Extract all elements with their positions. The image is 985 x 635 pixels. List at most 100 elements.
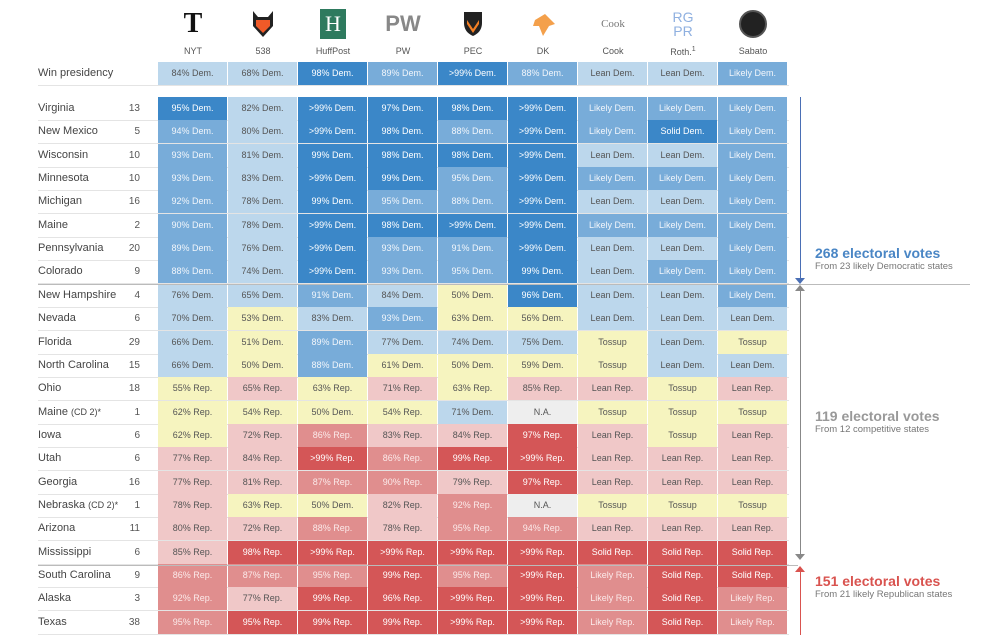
forecast-cell: 96% Rep. xyxy=(368,587,437,610)
forecast-cell: 63% Rep. xyxy=(298,377,367,400)
forecast-cell: 63% Rep. xyxy=(438,377,507,400)
forecast-cell: >99% Rep. xyxy=(508,611,577,634)
state-row: Maine 2 90% Dem. 78% Dem. >99% Dem. 98% Dem. >… xyxy=(38,214,789,238)
state-name-text: North Carolina xyxy=(38,359,109,371)
forecast-cell: Tossup xyxy=(718,494,787,517)
column-header-538[interactable]: 538 xyxy=(228,8,298,56)
forecast-cell: Likely Dem. xyxy=(648,214,717,237)
forecast-cell: 99% Dem. xyxy=(368,167,437,190)
state-row: Mississippi 6 85% Rep. 98% Rep. >99% Rep. >99… xyxy=(38,541,789,565)
column-header-sabato[interactable]: Sabato xyxy=(718,8,788,56)
forecast-cell: 89% Dem. xyxy=(158,237,227,260)
forecast-cell: >99% Dem. xyxy=(508,97,577,120)
forecast-cell: 83% Rep. xyxy=(368,424,437,447)
forecast-cell: 88% Dem. xyxy=(508,62,577,85)
forecast-cell: Solid Rep. xyxy=(648,541,717,564)
column-label: NYT xyxy=(158,46,228,56)
state-row: Wisconsin 10 93% Dem. 81% Dem. 99% Dem. 98% D… xyxy=(38,144,789,168)
forecast-cell: Solid Dem. xyxy=(648,120,717,143)
forecast-cell: 51% Dem. xyxy=(228,331,297,354)
rep-range-arrow xyxy=(800,571,801,635)
column-label: DK xyxy=(508,46,578,56)
column-label: Cook xyxy=(578,46,648,56)
forecast-cell: 70% Dem. xyxy=(158,307,227,330)
forecast-cell: 84% Rep. xyxy=(438,424,507,447)
forecast-cell: >99% Dem. xyxy=(298,237,367,260)
forecast-cell: Likely Dem. xyxy=(718,167,787,190)
forecast-cell: 87% Rep. xyxy=(298,471,367,494)
column-label-text: HuffPost xyxy=(315,46,351,56)
state-name-text: Iowa xyxy=(38,429,62,441)
state-name-text: Georgia xyxy=(38,476,78,488)
annotation-subtitle: From 21 likely Republican states xyxy=(815,589,953,600)
forecast-cell: Solid Rep. xyxy=(648,587,717,610)
forecast-cell: Lean Rep. xyxy=(718,424,787,447)
dk-logo xyxy=(508,8,578,40)
column-label-text: DK xyxy=(536,46,550,56)
forecast-cell: 50% Dem. xyxy=(298,401,367,424)
state-name-text: Ohio xyxy=(38,382,62,394)
column-header-roth[interactable]: RG PR Roth.1 xyxy=(648,8,718,57)
state-row: Nebraska (CD 2)* 1 78% Rep. 63% Rep. 50% Dem… xyxy=(38,494,789,518)
huffpost-logo: H xyxy=(298,8,368,40)
forecast-cell: Solid Rep. xyxy=(648,564,717,587)
column-label-text: PEC xyxy=(463,46,483,56)
forecast-cell: Solid Rep. xyxy=(718,564,787,587)
arrowhead-icon xyxy=(795,554,805,560)
forecast-cell: 98% Dem. xyxy=(368,144,437,167)
forecast-cell: 50% Dem. xyxy=(438,354,507,377)
column-label: Roth.1 xyxy=(648,46,718,57)
column-header-nyt[interactable]: T NYT xyxy=(158,8,228,56)
column-header-cook[interactable]: Cook Cook xyxy=(578,8,648,56)
state-name: Maine xyxy=(38,214,68,237)
forecast-cell: 78% Rep. xyxy=(368,517,437,540)
forecast-cell: 71% Dem. xyxy=(438,401,507,424)
electoral-votes: 4 xyxy=(134,290,140,301)
forecast-cell: 88% Dem. xyxy=(298,354,367,377)
group-divider xyxy=(38,284,970,285)
state-name-text: Alaska xyxy=(38,592,72,604)
forecast-cell: 86% Rep. xyxy=(368,447,437,470)
forecast-cell: 81% Dem. xyxy=(228,144,297,167)
forecast-cell: 77% Dem. xyxy=(368,331,437,354)
forecast-cell: 74% Dem. xyxy=(228,260,297,283)
forecast-cell: 93% Dem. xyxy=(368,260,437,283)
forecast-cell: >99% Dem. xyxy=(298,167,367,190)
forecast-cell: 79% Rep. xyxy=(438,471,507,494)
forecast-cell: 99% Rep. xyxy=(368,564,437,587)
column-header-dk[interactable]: DK xyxy=(508,8,578,56)
forecast-cell: 81% Rep. xyxy=(228,471,297,494)
forecast-cell: Tossup xyxy=(578,354,647,377)
state-name-text: Colorado xyxy=(38,265,83,277)
column-label-text: Sabato xyxy=(738,46,768,56)
footnote-marker: 1 xyxy=(691,46,696,53)
state-row: Utah 6 77% Rep. 84% Rep. >99% Rep. 86% Rep. 99… xyxy=(38,447,789,471)
forecast-cell: 95% Dem. xyxy=(158,97,227,120)
column-header-huffpost[interactable]: H HuffPost xyxy=(298,8,368,56)
forecast-cell: Lean Rep. xyxy=(578,471,647,494)
state-row: North Carolina 15 66% Dem. 50% Dem. 88% Dem.… xyxy=(38,354,789,378)
state-name-text: Nebraska xyxy=(38,499,86,511)
forecast-cell: 56% Dem. xyxy=(508,307,577,330)
state-name: Maine (CD 2)* xyxy=(38,401,101,424)
forecast-cell: Likely Rep. xyxy=(718,611,787,634)
forecast-cell: Lean Rep. xyxy=(578,517,647,540)
state-name: Nebraska (CD 2)* xyxy=(38,494,118,517)
state-row: Ohio 18 55% Rep. 65% Rep. 63% Rep. 71% Rep. 63… xyxy=(38,377,789,401)
state-name-text: Wisconsin xyxy=(38,149,89,161)
forecast-cell: 80% Dem. xyxy=(228,120,297,143)
electoral-votes: 6 xyxy=(134,313,140,324)
nyt-logo: T xyxy=(183,8,203,39)
forecast-cell: >99% Rep. xyxy=(508,447,577,470)
column-header-pw[interactable]: PW PW xyxy=(368,8,438,56)
state-name-text: Pennsylvania xyxy=(38,242,104,254)
forecast-cell: 84% Dem. xyxy=(158,62,227,85)
forecast-cell: Lean Dem. xyxy=(718,307,787,330)
huffpost-logo-text: H xyxy=(320,9,346,39)
column-header-pec[interactable]: PEC xyxy=(438,8,508,56)
forecast-cell: 54% Rep. xyxy=(228,401,297,424)
forecast-cell: Lean Rep. xyxy=(718,471,787,494)
forecast-cell: Likely Dem. xyxy=(718,144,787,167)
forecast-cell: 88% Dem. xyxy=(158,260,227,283)
forecast-cell: 98% Dem. xyxy=(368,214,437,237)
